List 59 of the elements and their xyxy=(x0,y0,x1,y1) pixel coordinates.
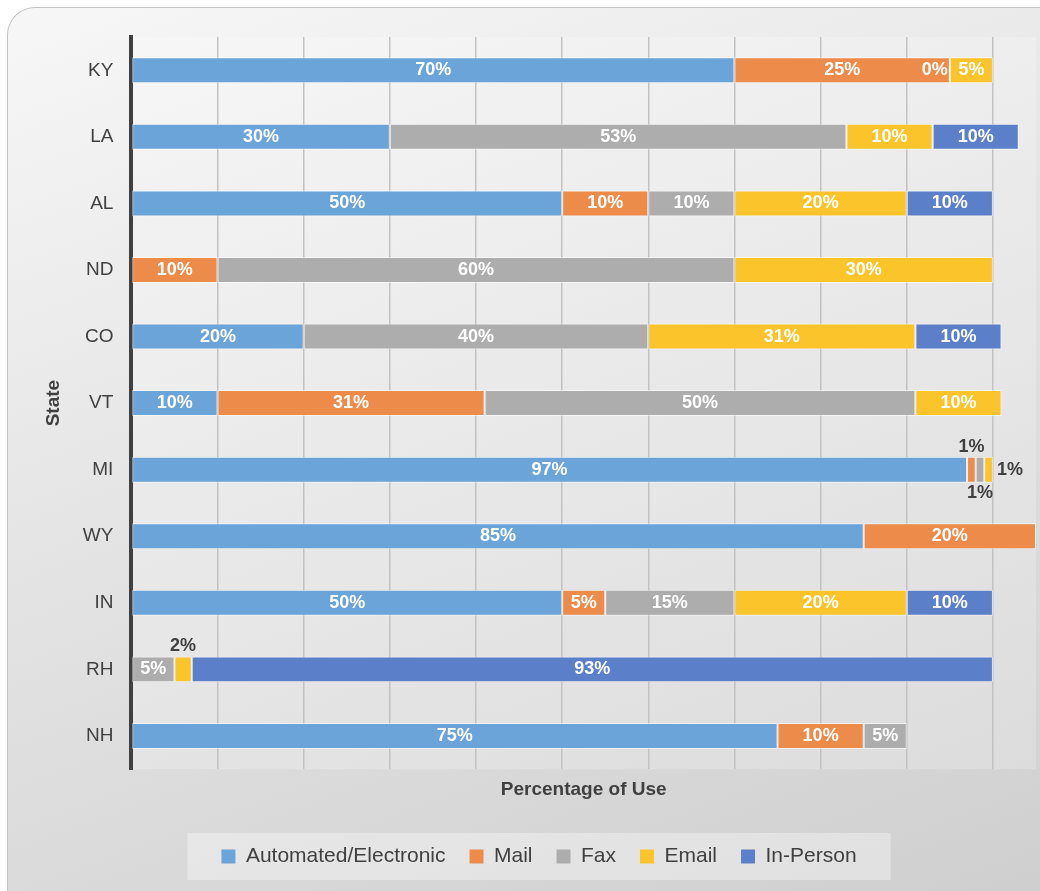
y-tick-label: CO xyxy=(84,324,114,346)
data-label: 1% xyxy=(966,481,994,502)
data-label: 5% xyxy=(140,658,167,679)
y-tick-label: NH xyxy=(85,724,114,746)
y-tick-label: LA xyxy=(90,125,114,147)
legend-label: In-Person xyxy=(765,843,857,867)
data-label: 75% xyxy=(436,724,473,745)
y-tick-label: VT xyxy=(89,391,114,413)
data-label: 97% xyxy=(531,458,568,479)
data-label: 60% xyxy=(458,258,495,279)
y-tick-label: RH xyxy=(85,657,114,679)
data-label: 30% xyxy=(242,125,280,146)
y-tick-label: WY xyxy=(82,524,114,546)
data-label: 10% xyxy=(156,258,193,279)
data-label: 10% xyxy=(940,325,977,346)
legend-label: Email xyxy=(664,843,718,867)
data-label: 31% xyxy=(763,325,800,346)
y-tick-label: KY xyxy=(88,58,114,80)
data-label: 10% xyxy=(940,392,977,413)
data-label: 10% xyxy=(673,192,710,213)
data-label: 10% xyxy=(931,591,968,612)
data-label: 10% xyxy=(871,125,908,146)
data-label: 2% xyxy=(170,635,197,656)
y-tick-label: IN xyxy=(94,591,114,613)
data-label: 53% xyxy=(600,125,637,146)
legend-label: Mail xyxy=(494,843,533,867)
data-label: 30% xyxy=(845,258,882,279)
y-axis-title: State xyxy=(41,379,63,427)
data-label: 85% xyxy=(479,525,516,546)
data-label: 10% xyxy=(156,392,193,413)
data-label: 40% xyxy=(458,325,495,346)
x-axis-title: Percentage of Use xyxy=(500,777,667,799)
legend-label: Fax xyxy=(581,843,617,867)
data-label: 20% xyxy=(199,325,236,346)
data-label: 25% xyxy=(824,59,861,80)
y-tick-label: ND xyxy=(85,258,114,280)
data-label: 31% xyxy=(333,392,370,413)
data-label: 50% xyxy=(681,392,719,413)
data-label: 1% xyxy=(958,435,985,456)
data-label: 10% xyxy=(957,125,994,146)
data-label: 5% xyxy=(570,591,597,612)
data-label: 10% xyxy=(587,192,624,213)
data-label: 10% xyxy=(931,192,968,213)
data-label: 20% xyxy=(802,192,839,213)
data-label: 93% xyxy=(574,658,611,679)
y-tick-label: MI xyxy=(92,457,114,479)
data-label: 1% xyxy=(996,458,1023,479)
y-tick-label: AL xyxy=(90,191,114,213)
data-label: 50% xyxy=(329,192,366,213)
legend-label: Automated/Electronic xyxy=(245,843,446,867)
data-label: 5% xyxy=(958,59,985,80)
data-label: 15% xyxy=(651,591,688,612)
data-label: 0% xyxy=(921,59,948,80)
data-label: 70% xyxy=(415,59,452,80)
data-label: 20% xyxy=(802,591,839,612)
data-label: 5% xyxy=(872,724,899,745)
data-label: 20% xyxy=(931,525,968,546)
data-label: 50% xyxy=(329,591,366,612)
data-label: 10% xyxy=(802,724,839,745)
